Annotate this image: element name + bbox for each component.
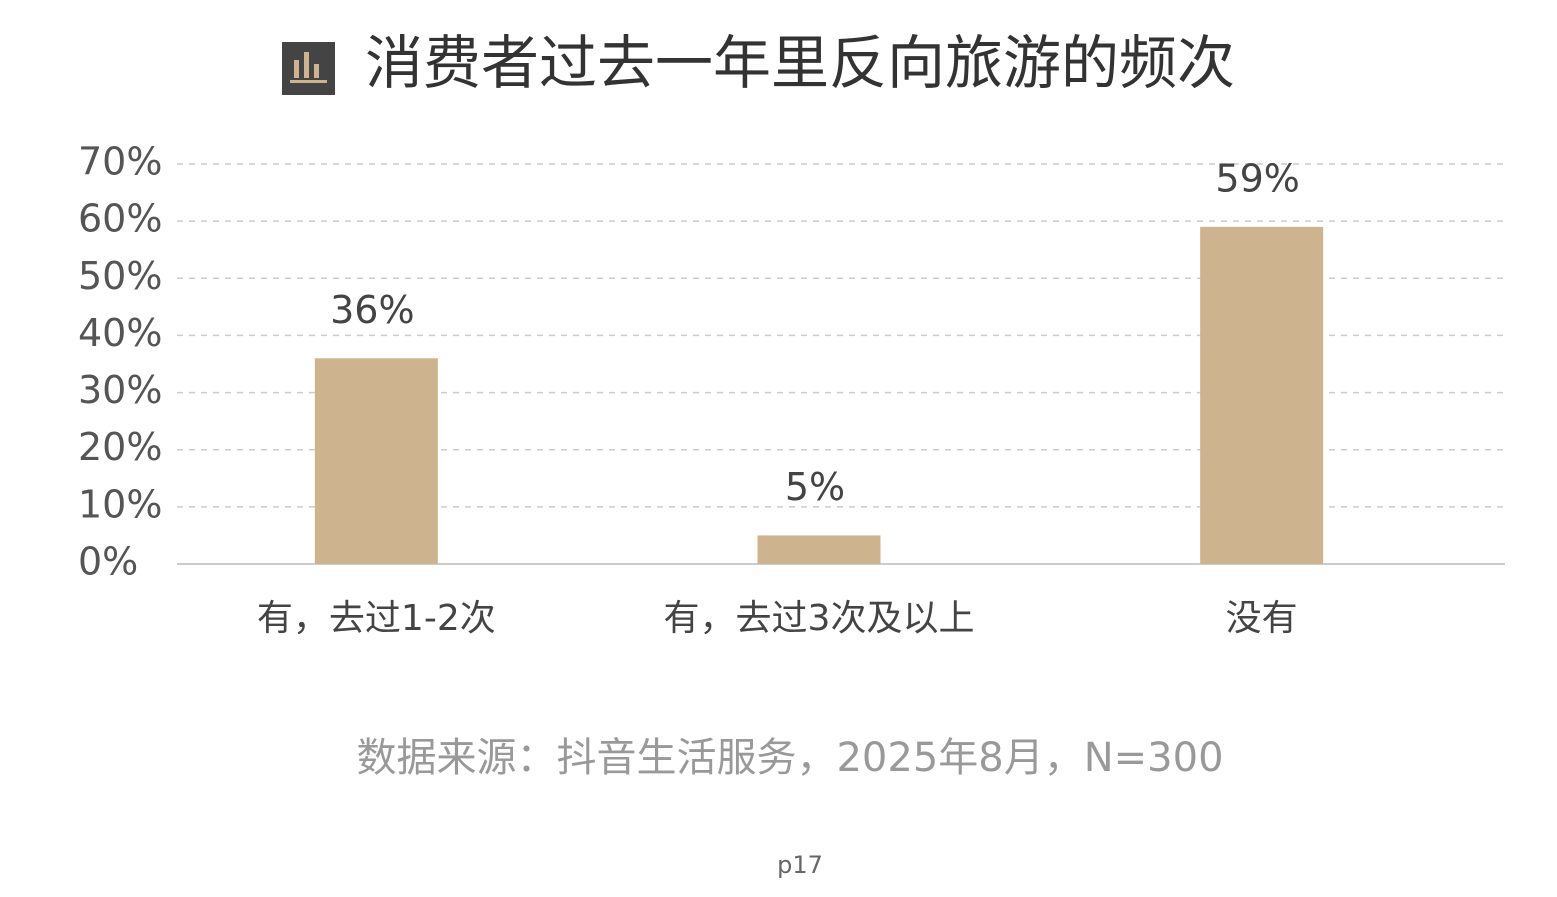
page-number: p17 xyxy=(777,851,823,879)
title-icon xyxy=(282,42,335,95)
y-tick-label: 40% xyxy=(78,311,162,355)
y-tick-label: 70% xyxy=(78,140,162,184)
bar xyxy=(757,535,881,564)
y-tick-label: 30% xyxy=(78,368,162,412)
value-label: 59% xyxy=(1215,156,1299,200)
y-tick-label: 20% xyxy=(78,425,162,469)
value-label: 36% xyxy=(330,288,414,332)
y-tick-label: 0% xyxy=(78,540,138,584)
bar xyxy=(314,358,438,564)
y-tick-label: 60% xyxy=(78,197,162,241)
y-tick-label: 50% xyxy=(78,254,162,298)
bar xyxy=(1200,226,1324,564)
value-label: 5% xyxy=(785,465,845,509)
y-tick-label: 10% xyxy=(78,482,162,526)
chart-title: 消费者过去一年里反向旅游的频次 xyxy=(365,29,1235,97)
x-tick-label: 有，去过3次及以上 xyxy=(664,598,975,639)
x-tick-label: 没有 xyxy=(1226,598,1298,639)
x-tick-label: 有，去过1-2次 xyxy=(257,598,496,639)
source-note: 数据来源：抖音生活服务，2025年8月，N=300 xyxy=(356,735,1223,781)
